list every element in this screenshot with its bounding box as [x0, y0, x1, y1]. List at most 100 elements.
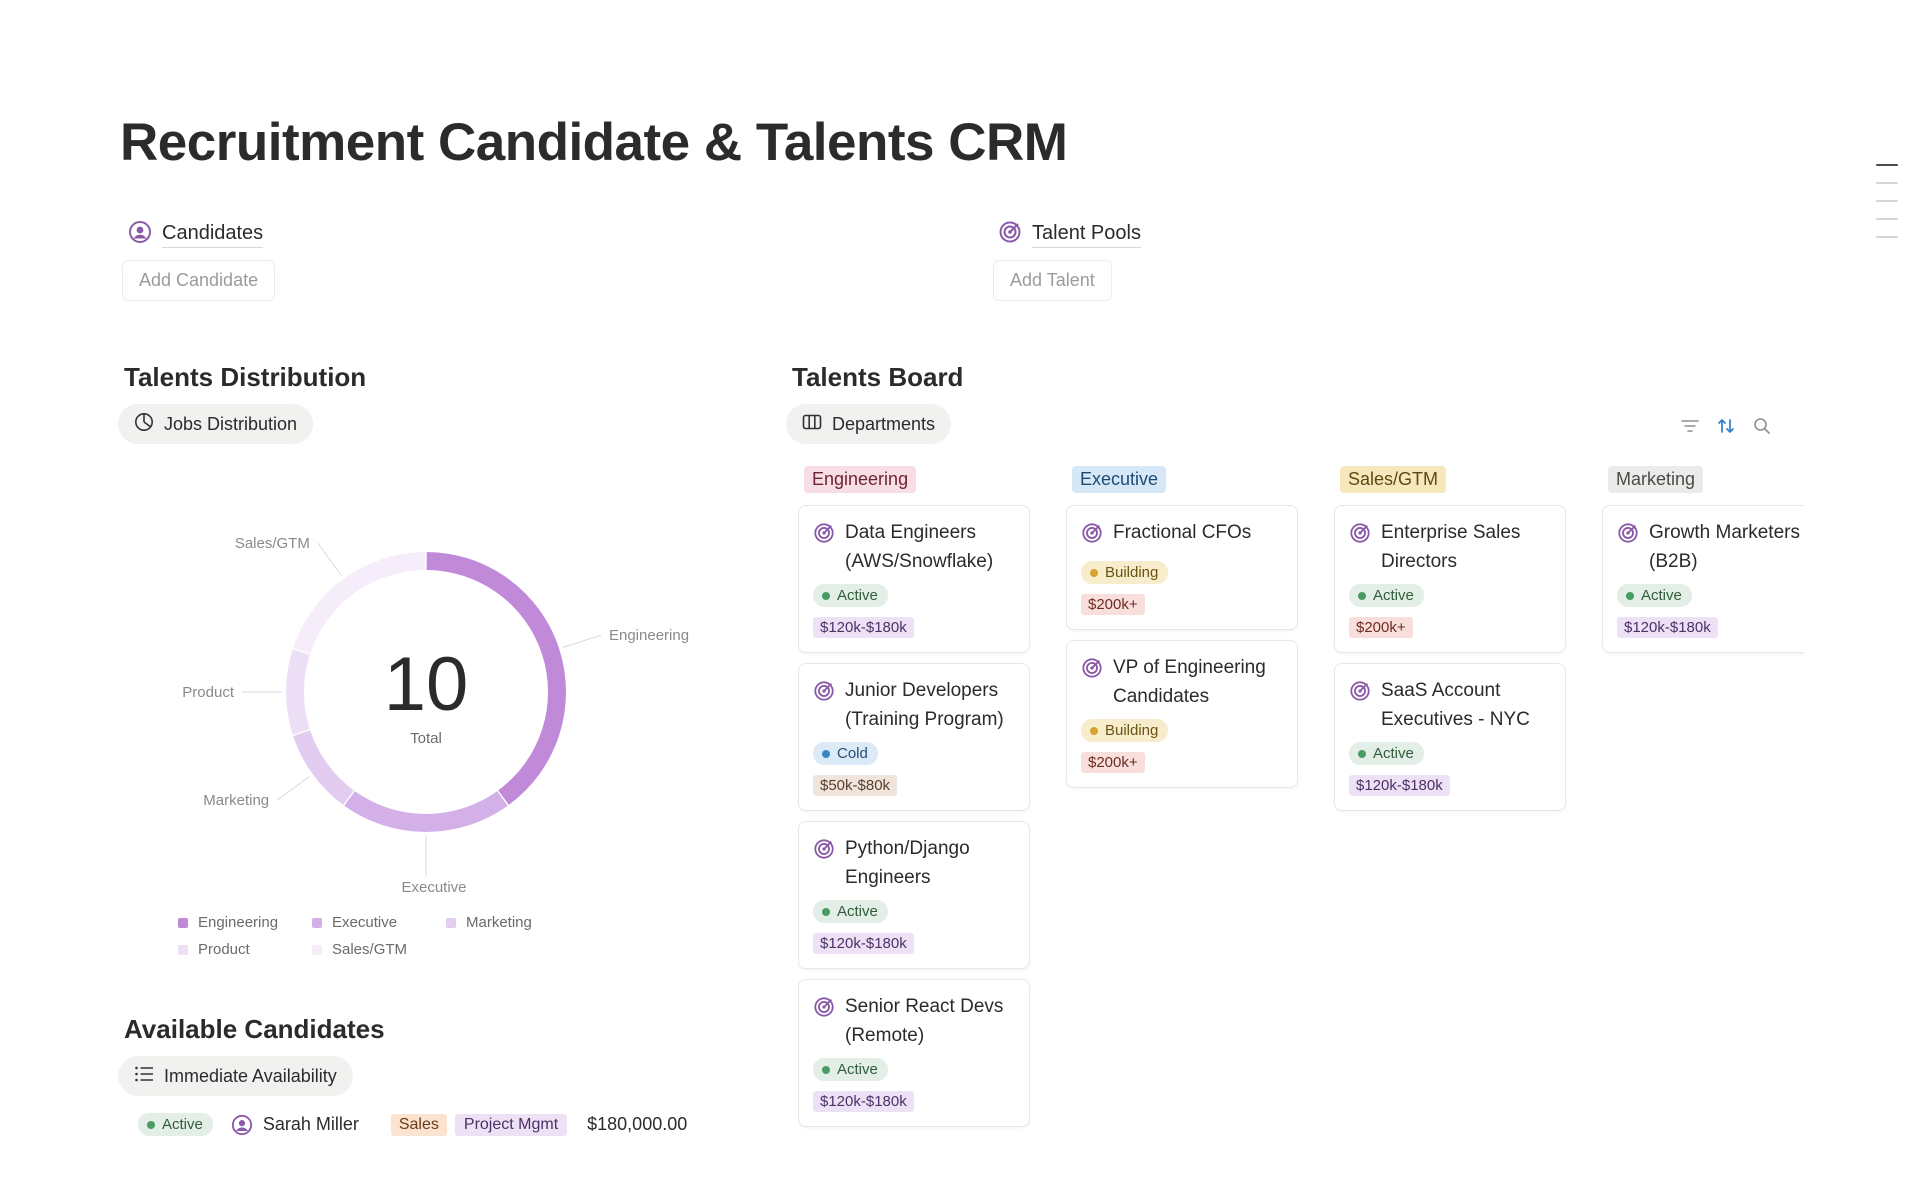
board-column-executive: Executive Fractional CFOs Building $200k+ VP…	[1066, 466, 1302, 798]
board-column-header[interactable]: Executive	[1072, 466, 1167, 493]
board-card[interactable]: Enterprise Sales Directors Active $200k+	[1334, 505, 1566, 653]
target-icon	[813, 996, 835, 1050]
card-title: Data Engineers (AWS/Snowflake)	[813, 518, 1015, 576]
search-icon[interactable]	[1752, 416, 1772, 436]
legend-item[interactable]: Sales/GTM	[312, 941, 446, 958]
donut-leader-line	[317, 542, 342, 576]
candidate-name[interactable]: Sarah Miller	[262, 1114, 359, 1134]
user-circle-icon	[231, 1114, 253, 1136]
card-status-text: Active	[1373, 587, 1414, 604]
donut-label: Executive	[401, 879, 466, 896]
board-card[interactable]: Data Engineers (AWS/Snowflake) Active $120…	[798, 505, 1030, 653]
departments-view-tab[interactable]: Departments	[786, 404, 952, 444]
immediate-availability-view-tab[interactable]: Immediate Availability	[118, 1056, 353, 1096]
donut-slice-marketing[interactable]	[293, 730, 354, 805]
legend-label: Marketing	[466, 914, 532, 931]
donut-slice-executive[interactable]	[344, 791, 508, 832]
donut-label: Product	[182, 684, 235, 701]
card-status-text: Active	[837, 587, 878, 604]
candidate-salary: $180,000.00	[587, 1114, 688, 1134]
jobs-distribution-view-label: Jobs Distribution	[164, 413, 298, 434]
card-title: VP of Engineering Candidates	[1081, 653, 1283, 711]
donut-slice-sales-gtm[interactable]	[293, 552, 426, 654]
target-icon	[1349, 522, 1371, 576]
donut-slice-engineering[interactable]	[426, 552, 566, 805]
legend-item[interactable]: Marketing	[446, 914, 580, 931]
candidates-link[interactable]: Candidates	[128, 220, 264, 250]
board-card[interactable]: Growth Marketers (B2B) Active $120k-$180k	[1602, 505, 1804, 653]
board-card[interactable]: Fractional CFOs Building $200k+	[1066, 505, 1298, 630]
board-column-header[interactable]: Engineering	[804, 466, 917, 493]
donut-leader-line	[276, 776, 310, 801]
talent-pools-link[interactable]: Talent Pools	[998, 220, 1141, 250]
card-status-text: Active	[837, 1061, 878, 1078]
card-status-badge: Building	[1081, 719, 1169, 742]
immediate-availability-view-label: Immediate Availability	[164, 1065, 337, 1086]
card-salary-tag: $120k-$180k	[813, 1091, 914, 1112]
talents-board: Engineering Data Engineers (AWS/Snowflake…	[798, 466, 1804, 1148]
board-column-marketing: Marketing Growth Marketers (B2B) Active $12…	[1602, 466, 1804, 663]
donut-label: Marketing	[203, 792, 269, 809]
card-title-text: Enterprise Sales Directors	[1381, 522, 1521, 572]
board-card[interactable]: VP of Engineering Candidates Building $200…	[1066, 640, 1298, 788]
card-salary-tag: $120k-$180k	[1617, 617, 1718, 638]
donut-total-value: 10	[384, 642, 469, 727]
card-title: Senior React Devs (Remote)	[813, 992, 1015, 1050]
talent-pools-label: Talent Pools	[1032, 222, 1141, 248]
legend-label: Product	[198, 941, 250, 958]
target-icon	[813, 522, 835, 576]
card-title-text: Senior React Devs (Remote)	[845, 996, 1004, 1046]
board-column-engineering: Engineering Data Engineers (AWS/Snowflake…	[798, 466, 1034, 1137]
legend-swatch	[178, 917, 188, 928]
target-icon	[1349, 680, 1371, 734]
board-card[interactable]: SaaS Account Executives - NYC Active $120k…	[1334, 663, 1566, 811]
board-card[interactable]: Senior React Devs (Remote) Active $120k-$1…	[798, 979, 1030, 1127]
card-status-text: Cold	[837, 745, 868, 762]
card-status-badge: Building	[1081, 561, 1169, 584]
board-column-header[interactable]: Marketing	[1608, 466, 1704, 493]
distribution-donut-chart: Engineering Executive Marketing Product Sale…	[150, 500, 730, 900]
candidate-row[interactable]: Active Sarah Miller Sales Project Mgmt $…	[138, 1113, 687, 1136]
card-salary-tag: $50k-$80k	[813, 775, 898, 796]
filter-icon[interactable]	[1680, 416, 1700, 436]
card-salary-tag: $120k-$180k	[813, 933, 914, 954]
card-status-text: Building	[1105, 722, 1159, 739]
card-title: Junior Developers (Training Program)	[813, 676, 1015, 734]
legend-item[interactable]: Engineering	[178, 914, 312, 931]
jobs-distribution-view-tab[interactable]: Jobs Distribution	[118, 404, 314, 444]
donut-leader-line	[562, 634, 602, 648]
legend-swatch	[312, 944, 322, 955]
list-icon	[134, 1065, 154, 1088]
sort-icon[interactable]	[1716, 416, 1736, 436]
target-icon	[813, 838, 835, 892]
available-heading: Available Candidates	[124, 1014, 385, 1044]
donut-total-label: Total	[410, 730, 442, 747]
card-status-badge: Active	[813, 1058, 888, 1081]
donut-slice-product[interactable]	[286, 649, 310, 735]
target-icon	[1081, 522, 1103, 553]
card-title-text: VP of Engineering Candidates	[1113, 657, 1266, 707]
candidate-tag: Project Mgmt	[454, 1113, 568, 1136]
card-title: Fractional CFOs	[1081, 518, 1283, 553]
legend-item[interactable]: Product	[178, 941, 312, 958]
candidate-tag: Sales	[390, 1113, 447, 1136]
donut-label: Sales/GTM	[235, 535, 310, 552]
card-status-text: Building	[1105, 564, 1159, 581]
board-card[interactable]: Python/Django Engineers Active $120k-$180k	[798, 821, 1030, 969]
target-icon	[813, 680, 835, 734]
legend-swatch	[178, 944, 188, 955]
legend-label: Executive	[332, 914, 398, 931]
board-card[interactable]: Junior Developers (Training Program) Cold…	[798, 663, 1030, 811]
board-heading: Talents Board	[792, 362, 964, 392]
target-icon	[998, 220, 1022, 250]
page-outline[interactable]	[1876, 164, 1898, 254]
legend-label: Engineering	[198, 914, 279, 931]
legend-item[interactable]: Executive	[312, 914, 446, 931]
donut-svg: Engineering Executive Marketing Product Sale…	[182, 535, 689, 896]
board-column-header[interactable]: Sales/GTM	[1340, 466, 1447, 493]
legend-label: Sales/GTM	[332, 941, 408, 958]
card-salary-tag: $120k-$180k	[813, 617, 914, 638]
add-talent-button[interactable]: Add Talent	[993, 260, 1112, 301]
target-icon	[1081, 657, 1103, 711]
add-candidate-button[interactable]: Add Candidate	[122, 260, 276, 301]
